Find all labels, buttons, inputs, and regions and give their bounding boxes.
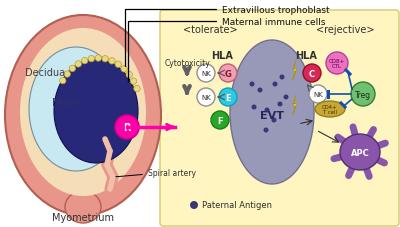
Polygon shape xyxy=(292,96,296,116)
Text: R: R xyxy=(123,122,131,132)
Circle shape xyxy=(211,111,229,129)
Circle shape xyxy=(134,86,140,92)
Circle shape xyxy=(190,201,198,209)
Text: Treg: Treg xyxy=(355,90,371,99)
Circle shape xyxy=(351,83,375,106)
Text: G: G xyxy=(224,69,232,78)
Circle shape xyxy=(219,65,237,83)
Text: HLA: HLA xyxy=(295,51,317,61)
Circle shape xyxy=(115,116,139,139)
FancyBboxPatch shape xyxy=(160,11,399,226)
Ellipse shape xyxy=(315,101,345,118)
Text: CD4+
T cell: CD4+ T cell xyxy=(322,104,338,115)
Text: NK: NK xyxy=(201,95,211,101)
Text: E: E xyxy=(225,93,231,102)
Text: Myometrium: Myometrium xyxy=(52,212,114,222)
Circle shape xyxy=(69,66,76,72)
Ellipse shape xyxy=(65,191,101,223)
Circle shape xyxy=(309,86,327,104)
Circle shape xyxy=(326,53,348,75)
Circle shape xyxy=(278,102,282,107)
Ellipse shape xyxy=(54,60,138,163)
Text: EVT: EVT xyxy=(260,111,284,121)
Text: C: C xyxy=(309,69,315,78)
Text: Fetus: Fetus xyxy=(52,98,78,108)
Circle shape xyxy=(60,78,66,84)
Text: HLA: HLA xyxy=(211,51,233,61)
Circle shape xyxy=(303,65,321,83)
Polygon shape xyxy=(292,61,296,81)
Circle shape xyxy=(264,128,268,133)
Circle shape xyxy=(115,62,122,68)
Circle shape xyxy=(130,79,137,85)
Text: <tolerate>: <tolerate> xyxy=(183,25,237,35)
Text: NK: NK xyxy=(201,71,211,77)
Ellipse shape xyxy=(20,29,146,196)
Text: Decidua: Decidua xyxy=(25,68,65,78)
Ellipse shape xyxy=(230,41,314,184)
Text: Maternal immune cells: Maternal immune cells xyxy=(128,17,326,83)
Text: APC: APC xyxy=(351,148,369,157)
Text: Paternal Antigen: Paternal Antigen xyxy=(202,201,272,210)
Circle shape xyxy=(95,56,102,62)
Circle shape xyxy=(252,105,256,110)
Text: CD8+
CTL: CD8+ CTL xyxy=(329,58,345,69)
Text: NK: NK xyxy=(313,92,323,98)
Circle shape xyxy=(272,118,276,123)
Circle shape xyxy=(197,65,215,83)
Text: <rejective>: <rejective> xyxy=(316,25,374,35)
Text: F: F xyxy=(217,116,223,125)
Circle shape xyxy=(197,89,215,106)
Circle shape xyxy=(219,89,237,106)
Circle shape xyxy=(82,58,88,64)
Ellipse shape xyxy=(29,48,123,171)
Circle shape xyxy=(121,66,127,73)
Circle shape xyxy=(258,88,262,93)
Text: Extravillous trophoblast: Extravillous trophoblast xyxy=(125,5,330,67)
Text: Spiral artery: Spiral artery xyxy=(116,168,196,177)
Circle shape xyxy=(75,62,82,68)
Circle shape xyxy=(88,56,94,63)
Ellipse shape xyxy=(340,134,380,170)
Circle shape xyxy=(264,108,270,113)
Circle shape xyxy=(250,82,254,87)
Text: Cytotoxicity: Cytotoxicity xyxy=(164,58,210,67)
Circle shape xyxy=(64,72,70,78)
Circle shape xyxy=(280,75,284,80)
Circle shape xyxy=(109,58,115,65)
Circle shape xyxy=(272,82,278,87)
Circle shape xyxy=(284,95,288,100)
Ellipse shape xyxy=(5,16,161,215)
Circle shape xyxy=(126,72,132,78)
Circle shape xyxy=(102,56,108,63)
